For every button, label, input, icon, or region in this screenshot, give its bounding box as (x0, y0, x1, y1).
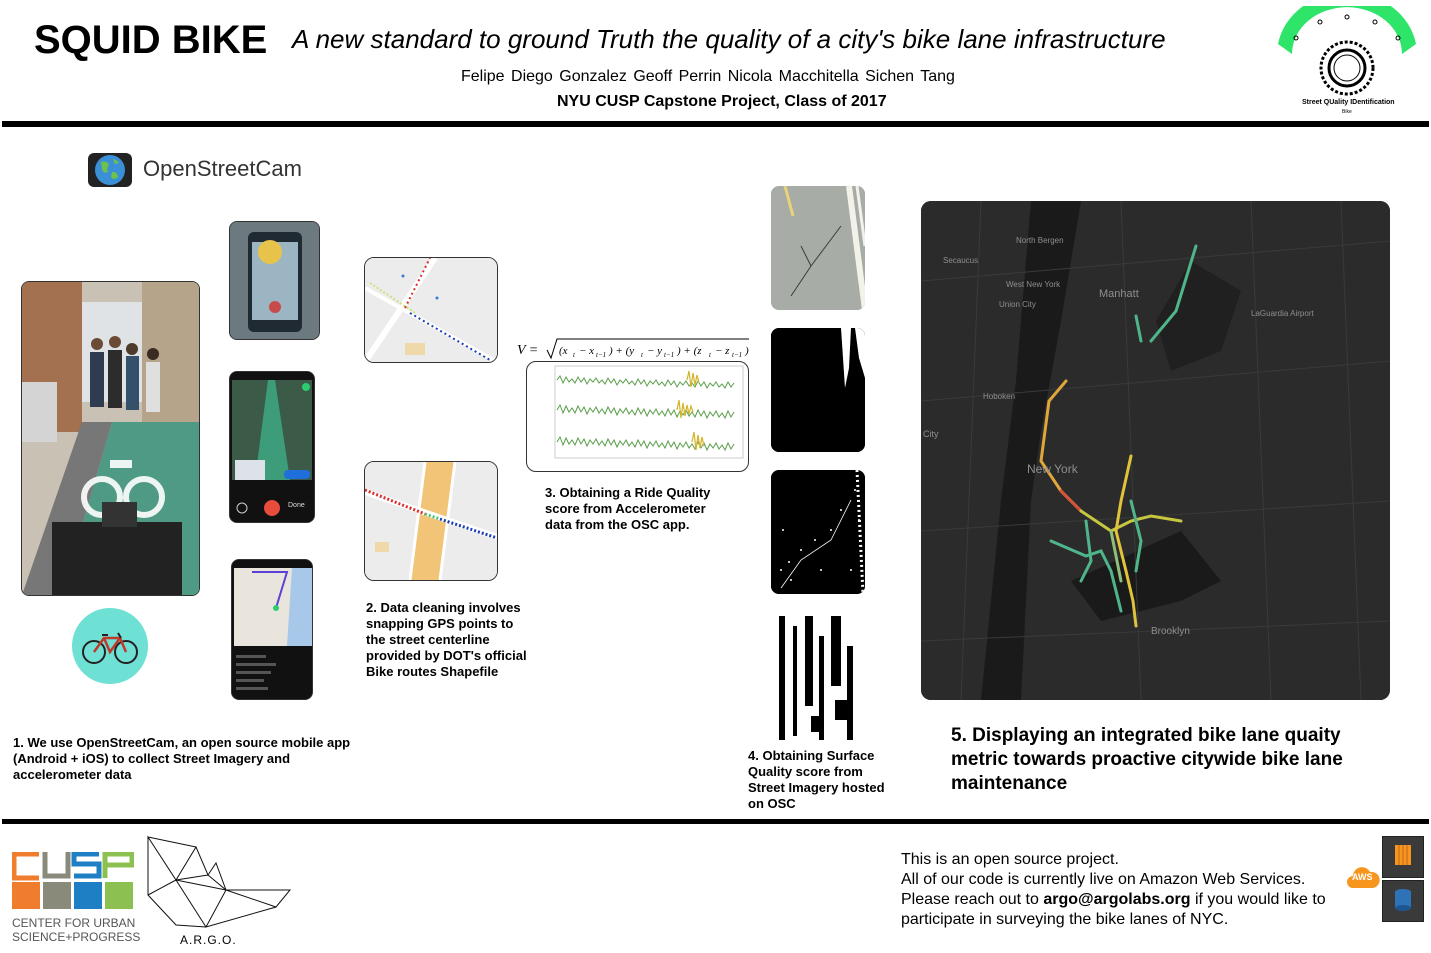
label-new-york: New York (1027, 462, 1079, 476)
svg-text:V =: V = (517, 343, 538, 358)
footer-line1: This is an open source project. (901, 851, 1119, 868)
contact-email-link[interactable]: argo@argolabs.org (1043, 891, 1191, 908)
svg-text:− z: − z (715, 345, 730, 357)
surface-mask (771, 328, 865, 452)
bicycle-icon (72, 608, 148, 684)
magnitude-formula: V = (x t − x t−1 ) + (y t − y t−1 ) + (z… (517, 338, 752, 362)
app-camera-screenshot (229, 371, 315, 523)
label-union-city: Union City (999, 300, 1036, 309)
poster-title: SQUID BIKE (34, 18, 268, 62)
label-secaucus: Secaucus (943, 256, 978, 265)
step5-caption: 5. Displaying an integrated bike lane qu… (951, 725, 1343, 794)
label-brooklyn: Brooklyn (1151, 626, 1190, 637)
argo-logo (146, 835, 292, 930)
step2-caption: 2. Data cleaning involves snapping GPS p… (366, 600, 527, 679)
aws-ec2-icon (1382, 836, 1424, 878)
aws-cloud-icon (1346, 864, 1380, 890)
aws-rds-icon (1382, 880, 1424, 922)
label-laguardia: LaGuardia Airport (1251, 309, 1314, 318)
footer-line2: All of our code is currently live on Ama… (901, 871, 1306, 888)
svg-text:t−1: t−1 (596, 351, 606, 359)
team-photo (21, 281, 200, 596)
cusp-logo (11, 851, 135, 912)
surface-photo (771, 186, 865, 310)
svg-text:− x: − x (579, 345, 594, 357)
footer-line3-prefix: Please reach out to (901, 891, 1044, 908)
bike-lane-quality-map: North Bergen West New York Union City Ma… (921, 201, 1390, 700)
svg-text:(x: (x (559, 345, 568, 357)
authors: Felipe Diego Gonzalez Geoff Perrin Nicol… (461, 68, 955, 85)
label-city: City (923, 429, 939, 439)
svg-text:) + (z: ) + (z (676, 345, 702, 357)
svg-text:t: t (709, 351, 712, 359)
label-hoboken: Hoboken (983, 392, 1015, 401)
svg-text:t: t (641, 351, 644, 359)
squid-bike-logo (1272, 0, 1422, 118)
footer-line3: Please reach out to argo@argolabs.org if… (901, 890, 1326, 910)
svg-text:t−1: t−1 (664, 351, 674, 359)
logo-caption-small: Bike (1342, 109, 1352, 115)
openstreetcam-name: OpenStreetCam (143, 156, 302, 181)
gps-raw-map (364, 257, 498, 363)
accelerometer-plot (526, 361, 749, 472)
label-north-bergen: North Bergen (1016, 236, 1064, 245)
step4-caption: 4. Obtaining Surface Quality score from … (748, 748, 885, 811)
label-manhattan: Manhatt (1099, 288, 1139, 300)
footer-line3-suffix: if you would like to (1190, 891, 1326, 908)
svg-text:): ) (744, 345, 749, 357)
label-west-new-york: West New York (1006, 280, 1061, 289)
texture-image (771, 616, 865, 740)
openstreetcam-logo (87, 150, 133, 188)
step3-caption: 3. Obtaining a Ride Quality score from A… (545, 485, 711, 532)
phone-photo (229, 221, 320, 340)
affiliation: NYU CUSP Capstone Project, Class of 2017 (557, 93, 887, 110)
step1-caption: 1. We use OpenStreetCam, an open source … (13, 735, 351, 782)
svg-text:t−1: t−1 (732, 351, 742, 359)
svg-text:) + (y: ) + (y (608, 345, 634, 357)
gps-snapped-map (364, 461, 498, 581)
footer-divider (2, 819, 1429, 824)
poster-subtitle: A new standard to ground Truth the quali… (292, 24, 1166, 54)
aws-label: AWS (1352, 872, 1373, 882)
footer-line4: participate in surveying the bike lanes … (901, 911, 1229, 928)
crack-detection-image (771, 470, 865, 594)
svg-text:t: t (573, 351, 576, 359)
header-divider (2, 121, 1429, 127)
app-map-screenshot (231, 559, 313, 700)
logo-caption: Street QUality IDentification (1302, 99, 1395, 106)
cusp-name: CENTER FOR URBAN SCIENCE+PROGRESS (12, 916, 141, 944)
svg-text:− y: − y (647, 345, 662, 357)
done-button-label: Done (288, 502, 305, 509)
argo-name: A.R.G.O. (180, 933, 237, 947)
